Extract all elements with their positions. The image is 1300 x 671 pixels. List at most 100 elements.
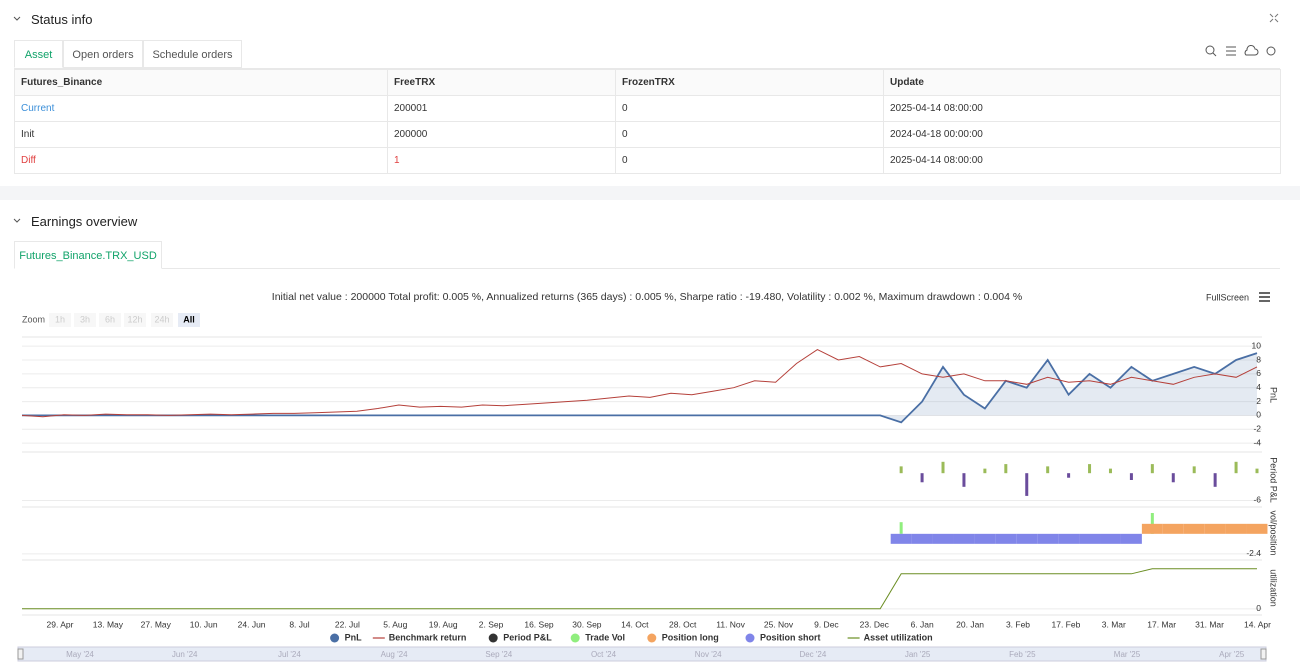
x-tick-label: 10. Jun xyxy=(190,619,218,629)
legend-label[interactable]: Benchmark return xyxy=(389,632,467,642)
bar xyxy=(1150,464,1154,474)
legend-symbol xyxy=(570,633,580,643)
zoom-button-label[interactable]: 3h xyxy=(80,314,90,324)
navigator-label: Jul '24 xyxy=(278,650,301,659)
navigator[interactable] xyxy=(17,646,1267,662)
bar xyxy=(1150,513,1154,534)
bar xyxy=(1088,464,1092,474)
navigator-label: Dec '24 xyxy=(799,650,826,659)
table-cell: Current xyxy=(14,95,388,122)
x-tick-label: 23. Dec xyxy=(860,619,890,629)
bar xyxy=(1192,466,1196,474)
zoom-button[interactable] xyxy=(124,313,146,327)
chevron[interactable] xyxy=(12,14,22,24)
table-cell: 1 xyxy=(387,147,616,174)
bar xyxy=(1004,464,1008,474)
legend-label[interactable]: Position long xyxy=(662,632,719,642)
y-tick-label: 0 xyxy=(1256,603,1261,613)
zoom-button[interactable] xyxy=(49,313,71,327)
tab[interactable]: Schedule orders xyxy=(143,40,242,68)
tab[interactable]: Asset xyxy=(14,40,63,68)
x-tick-label: 29. Apr xyxy=(47,619,74,629)
table-row: Init 200000 0 2024-04-18 00:00:00 xyxy=(14,121,1281,148)
menu-icon[interactable] xyxy=(1259,292,1270,302)
fullscreen-button[interactable]: FullScreen xyxy=(1206,292,1249,302)
position-block xyxy=(932,533,954,544)
tab-rule xyxy=(162,268,1280,269)
list-icon[interactable] xyxy=(1226,46,1236,56)
x-tick-label: 20. Jan xyxy=(956,619,984,629)
x-tick-label: 31. Mar xyxy=(1195,619,1224,629)
chart-title: Initial net value : 200000 Total profit:… xyxy=(272,291,1022,303)
collapse-icon[interactable] xyxy=(1268,12,1280,24)
tab-rule xyxy=(14,68,1280,69)
zoom-button-label[interactable]: 24h xyxy=(154,314,169,324)
tab[interactable]: Futures_Binance.TRX_USD xyxy=(14,241,162,269)
x-tick-label: 6. Jan xyxy=(911,619,934,629)
bar xyxy=(1129,473,1133,480)
position-block xyxy=(995,533,1017,544)
navigator-handle[interactable] xyxy=(17,648,24,660)
cloud-icon[interactable] xyxy=(1244,45,1259,56)
asset-table: Futures_Binance FreeTRX FrozenTRX Update Cur… xyxy=(14,69,1281,174)
position-block xyxy=(1058,533,1080,544)
navigator-handle[interactable] xyxy=(1260,648,1267,660)
position-block xyxy=(1246,523,1268,534)
legend-label[interactable]: Trade Vol xyxy=(585,632,625,642)
y-tick-label: 10 xyxy=(1252,340,1262,350)
table-cell: Diff xyxy=(14,147,388,174)
y-tick-label: 4 xyxy=(1256,382,1261,392)
settings-icon[interactable] xyxy=(1266,46,1276,56)
navigator-label: Mar '25 xyxy=(1114,650,1141,659)
x-tick-label: 16. Sep xyxy=(524,619,554,629)
header-cell: FrozenTRX xyxy=(615,69,884,96)
y-tick-label: -2 xyxy=(1253,424,1261,434)
y-tick-label: 2 xyxy=(1256,396,1261,406)
legend-label[interactable]: Period P&L xyxy=(503,632,552,642)
search-icon[interactable] xyxy=(1205,45,1215,55)
bar xyxy=(1025,473,1029,496)
zoom-button[interactable] xyxy=(151,313,173,327)
legend-label[interactable]: Asset utilization xyxy=(864,632,933,642)
navigator-label: Aug '24 xyxy=(381,650,408,659)
navigator-label: Oct '24 xyxy=(591,650,617,659)
position-block xyxy=(1120,533,1142,544)
y-axis-label: utilization xyxy=(1269,569,1279,607)
x-tick-label: 28. Oct xyxy=(669,619,697,629)
table-cell: 2024-04-18 00:00:00 xyxy=(883,121,1281,148)
bar xyxy=(920,473,924,483)
table-cell: 0 xyxy=(615,147,884,174)
header-cell: Update xyxy=(883,69,1281,96)
x-tick-label: 25. Nov xyxy=(764,619,794,629)
legend-label[interactable]: Position short xyxy=(760,632,821,642)
zoom-button[interactable] xyxy=(178,313,200,327)
chevron[interactable] xyxy=(12,216,22,226)
x-tick-label: 2. Sep xyxy=(479,619,504,629)
zoom-button-label[interactable]: 12h xyxy=(127,314,142,324)
x-tick-label: 19. Aug xyxy=(429,619,458,629)
zoom-button[interactable] xyxy=(74,313,96,327)
zoom-button[interactable] xyxy=(99,313,121,327)
position-block xyxy=(1141,523,1163,534)
y-axis-label: PnL xyxy=(1269,387,1279,403)
section-title: Earnings overview xyxy=(31,214,138,229)
tab[interactable]: Open orders xyxy=(63,40,143,68)
zoom-button-label[interactable]: All xyxy=(183,314,195,324)
x-tick-label: 27. May xyxy=(141,619,172,629)
table-row: Current 200001 0 2025-04-14 08:00:00 xyxy=(14,95,1281,122)
bar xyxy=(1108,468,1112,474)
y-tick-label: -4 xyxy=(1253,437,1261,447)
series-line xyxy=(21,349,1258,418)
table-cell: 200000 xyxy=(387,121,616,148)
zoom-button-label[interactable]: 6h xyxy=(105,314,115,324)
zoom-button-label[interactable]: 1h xyxy=(55,314,65,324)
x-tick-label: 22. Jul xyxy=(335,619,360,629)
bar xyxy=(1067,473,1071,478)
legend-label[interactable]: PnL xyxy=(345,632,363,642)
table-cell: 0 xyxy=(615,121,884,148)
zoom-label: Zoom xyxy=(22,314,45,324)
series-line xyxy=(22,352,1258,424)
position-block xyxy=(953,533,975,544)
y-tick-label: 0 xyxy=(1256,410,1261,420)
